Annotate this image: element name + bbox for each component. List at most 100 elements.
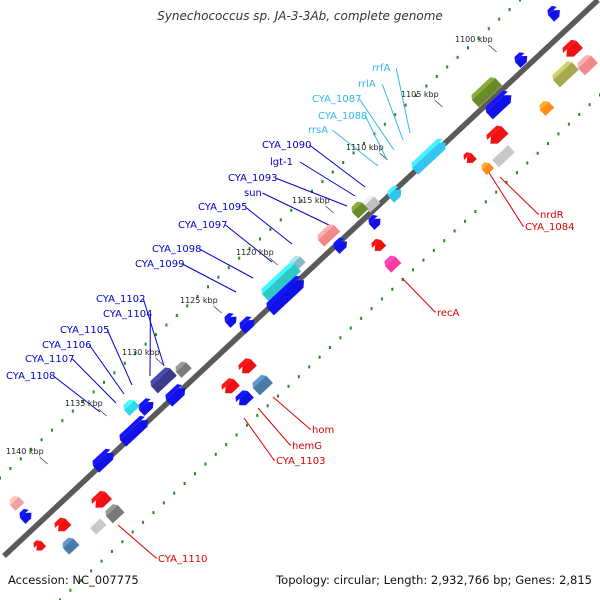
gene-bevel — [289, 255, 301, 266]
scale-connector — [325, 205, 334, 214]
gene-feature — [485, 90, 512, 120]
tick-dot-inner — [370, 307, 373, 311]
gene-label: CYA_1097 — [178, 220, 227, 231]
gene-body — [124, 400, 140, 416]
gene-label: recA — [437, 308, 460, 319]
gene-feature — [239, 316, 255, 334]
tick-dot-inner — [183, 481, 186, 485]
tick-dot-inner — [194, 472, 196, 476]
tick-dot-outer — [435, 74, 438, 78]
gene-bevel — [91, 490, 106, 504]
tick-dot-inner — [578, 112, 581, 116]
label-connector — [485, 167, 524, 227]
scale-connector — [269, 257, 278, 266]
gene-bevel — [317, 224, 335, 240]
gene-feature — [481, 162, 495, 176]
gene-label: nrdR — [540, 210, 564, 221]
tick-dot-outer — [446, 65, 449, 69]
tick-dot-outer — [508, 8, 511, 12]
gene-feature — [371, 238, 387, 251]
tick-dot-inner — [474, 210, 477, 214]
label-connector — [499, 176, 539, 215]
tick-dot-inner — [557, 132, 560, 136]
gene-label: CYA_1107 — [25, 354, 74, 365]
gene-bevel — [481, 162, 490, 170]
gene-bevel — [33, 540, 42, 548]
scale-connector — [379, 152, 388, 161]
tick-dot-inner — [567, 122, 570, 126]
gene-body — [239, 391, 254, 406]
gene-bevel — [384, 255, 396, 266]
gene-body — [58, 518, 72, 532]
tick-dot-inner — [443, 239, 446, 243]
gene-bevel — [54, 517, 66, 528]
gene-feature — [411, 138, 446, 175]
label-connector — [272, 396, 311, 430]
gene-feature — [19, 508, 32, 524]
tick-dot-inner — [245, 423, 248, 427]
gene-feature — [351, 201, 369, 219]
gene-label: rrsA — [308, 125, 328, 136]
gene-body — [262, 263, 301, 302]
gene-body — [120, 420, 148, 447]
tick-dot-inner — [526, 161, 529, 165]
gene-feature — [463, 152, 477, 163]
tick-dot-inner — [214, 452, 217, 456]
gene-bevel — [175, 361, 187, 372]
gene-feature — [119, 415, 148, 447]
gene-bevel — [363, 195, 375, 206]
gene-bevel — [411, 138, 443, 168]
gene-label: CYA_1103 — [276, 456, 325, 467]
tick-dot-outer — [134, 352, 137, 356]
tick-dot-outer — [352, 151, 355, 155]
gene-body — [515, 56, 528, 68]
tick-dot-outer — [300, 199, 303, 203]
scale-connector — [488, 44, 497, 53]
gene-label: hemG — [292, 441, 322, 452]
gene-features — [9, 5, 598, 555]
tick-dot-outer — [0, 476, 1, 480]
gene-body — [492, 144, 515, 168]
gene-label: CYA_1098 — [152, 244, 201, 255]
gene-label: CYA_1105 — [60, 325, 109, 336]
gene-bevel — [9, 495, 19, 505]
tick-dot-inner — [69, 588, 72, 592]
tick-dot-inner — [204, 462, 207, 466]
tick-dot-inner — [121, 540, 124, 544]
gene-feature — [235, 390, 254, 406]
tick-dot-inner — [536, 151, 539, 155]
gene-bevel — [89, 517, 101, 528]
gene-label: CYA_1099 — [135, 259, 184, 270]
gene-body — [36, 541, 47, 551]
tick-dot-inner — [131, 530, 134, 534]
tick-dot-outer — [186, 304, 189, 308]
genome-backbone — [2, 0, 600, 559]
gene-bevel — [252, 374, 267, 388]
tick-dot-outer — [207, 285, 209, 289]
tick-dot-outer — [217, 275, 220, 279]
gene-bevel — [235, 390, 248, 402]
gene-feature — [252, 374, 273, 396]
gene-bevel — [371, 238, 381, 248]
gene-body — [548, 10, 560, 22]
gene-bevel — [514, 52, 525, 62]
gene-body — [412, 142, 446, 175]
label-connector — [142, 298, 165, 367]
tick-dot-outer — [487, 27, 490, 31]
gene-bevel — [150, 367, 171, 386]
tick-dot-inner — [162, 501, 165, 505]
tick-dot-outer — [144, 342, 147, 346]
scale-label: 1140 kbp — [6, 447, 44, 456]
gene-feature — [384, 255, 402, 273]
gene-body — [369, 218, 381, 230]
label-connector — [381, 83, 404, 141]
label-connector — [401, 277, 436, 313]
gene-bevel — [92, 448, 111, 466]
tick-dot-outer — [103, 380, 105, 384]
tick-dot-outer — [61, 419, 64, 423]
label-connector — [364, 115, 387, 159]
tick-dot-outer — [175, 313, 178, 317]
gene-bevel — [491, 144, 509, 160]
tick-dot-inner — [287, 384, 290, 388]
